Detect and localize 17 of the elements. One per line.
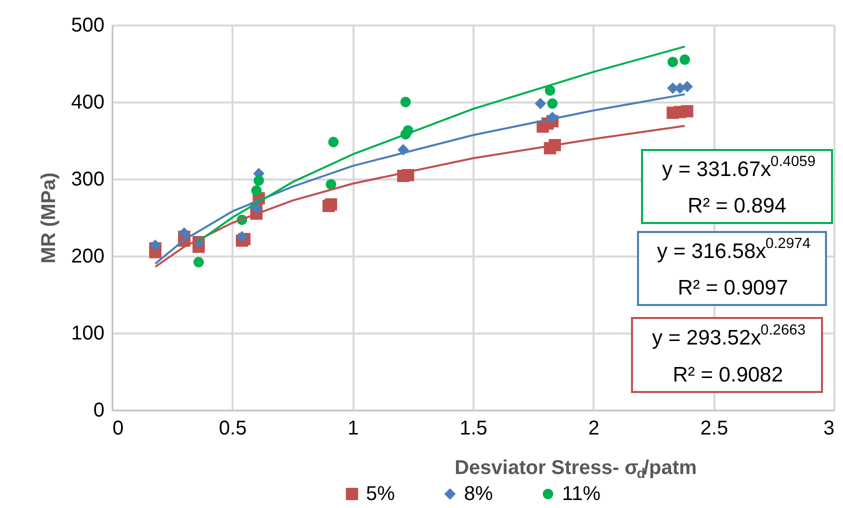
y-tick-label: 200 — [71, 246, 104, 268]
x-tick-label: 2 — [588, 418, 600, 440]
x-tick-label: 1 — [348, 418, 359, 440]
x-tick-label: 0 — [112, 418, 124, 440]
y-tick-label: 400 — [71, 92, 104, 114]
x-tick-label: 0.5 — [218, 418, 247, 440]
y-tick-label: 500 — [71, 14, 104, 36]
legend-label: 8% — [464, 483, 494, 505]
legend-label: 5% — [366, 483, 396, 505]
y-tick-label: 300 — [71, 168, 104, 190]
x-tick-label: 3 — [823, 418, 834, 440]
y-axis-title: MR (MPa) — [38, 172, 60, 264]
legend-label: 11% — [562, 483, 601, 505]
x-tick-label: 2.5 — [700, 418, 728, 440]
x-tick-label: 1.5 — [460, 418, 488, 440]
y-tick-label: 0 — [93, 400, 104, 422]
y-tick-label: 100 — [71, 322, 104, 344]
